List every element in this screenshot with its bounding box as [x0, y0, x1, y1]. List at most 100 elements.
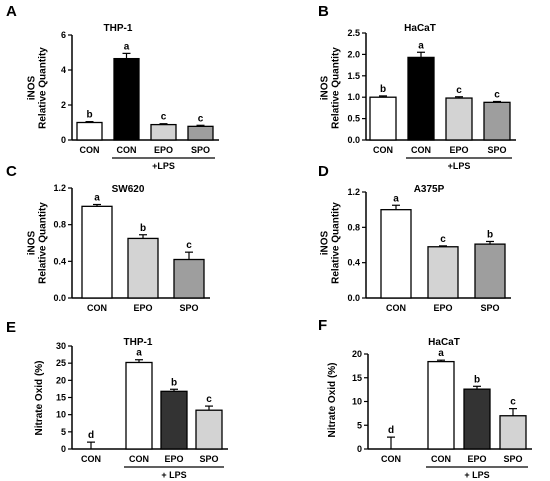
x-tick-label: SPO — [487, 145, 506, 155]
significance-letter: a — [393, 193, 399, 204]
x-tick-label: CON — [87, 303, 107, 313]
y-tick-label: 0.0 — [347, 135, 360, 145]
y-axis-label: iNOS — [320, 75, 331, 100]
chart-title: THP-1 — [104, 23, 133, 34]
x-tick-label: CON — [431, 454, 451, 464]
chart-title: HaCaT — [428, 337, 460, 348]
y-tick-label: 2 — [61, 100, 66, 110]
y-tick-label: 0 — [357, 444, 362, 454]
x-tick-label: CON — [386, 303, 406, 313]
y-axis-label: iNOS — [320, 230, 331, 255]
y-axis-label: iNOS — [27, 75, 38, 100]
bar — [195, 409, 223, 450]
x-tick-label: CON — [381, 454, 401, 464]
x-tick-label: CON — [81, 454, 101, 464]
x-tick-label: SPO — [480, 303, 499, 313]
chart-title: SW620 — [112, 184, 145, 195]
x-tick-label: EPO — [154, 145, 173, 155]
panel-letter: D — [318, 163, 329, 180]
panel-letter: A — [6, 3, 17, 20]
y-tick-label: 1.2 — [347, 187, 360, 197]
y-tick-label: 0.8 — [53, 220, 66, 230]
x-tick-label: SPO — [503, 454, 522, 464]
significance-letter: a — [136, 348, 142, 359]
y-tick-label: 1.2 — [53, 183, 66, 193]
y-tick-label: 0.0 — [53, 293, 66, 303]
bar — [150, 123, 177, 141]
y-tick-label: 2.5 — [347, 28, 360, 38]
x-tick-label: SPO — [179, 303, 198, 313]
significance-letter: b — [487, 229, 493, 240]
y-axis-label: Nitrate Oxid (%) — [34, 360, 45, 435]
y-tick-label: 5 — [357, 420, 362, 430]
panel-letter: E — [6, 319, 16, 336]
y-axis-label: Nitrate Oxid (%) — [327, 362, 338, 437]
y-tick-label: 0.4 — [347, 258, 360, 268]
y-tick-label: 0 — [61, 135, 66, 145]
significance-letter: b — [380, 84, 386, 95]
significance-letter: a — [418, 40, 424, 51]
x-tick-label: CON — [373, 145, 393, 155]
y-tick-label: 20 — [56, 375, 66, 385]
bar — [499, 415, 527, 450]
group-label: +LPS — [448, 161, 471, 171]
group-label: + LPS — [464, 470, 489, 480]
y-axis-label: Relative Quantity — [331, 47, 342, 129]
x-tick-label: CON — [411, 145, 431, 155]
bar — [127, 237, 159, 299]
bar — [427, 360, 455, 450]
y-tick-label: 10 — [352, 397, 362, 407]
group-label: + LPS — [161, 470, 186, 480]
significance-letter: a — [94, 193, 100, 204]
bar — [427, 246, 459, 299]
group-label: +LPS — [152, 161, 175, 171]
significance-letter: c — [186, 240, 192, 251]
x-tick-label: EPO — [133, 303, 152, 313]
significance-letter: b — [171, 377, 177, 388]
significance-letter: c — [440, 234, 446, 245]
bar — [160, 390, 188, 450]
y-tick-label: 5 — [61, 427, 66, 437]
bar — [474, 243, 506, 299]
bar — [187, 125, 214, 141]
bar — [407, 56, 435, 141]
x-tick-label: SPO — [199, 454, 218, 464]
significance-letter: b — [474, 374, 480, 385]
significance-letter: d — [88, 430, 94, 441]
significance-letter: a — [438, 348, 444, 359]
y-axis-label: Relative Quantity — [38, 47, 49, 129]
y-tick-label: 0.0 — [347, 293, 360, 303]
significance-letter: c — [510, 397, 516, 408]
y-tick-label: 4 — [61, 65, 66, 75]
y-tick-label: 6 — [61, 30, 66, 40]
y-tick-label: 10 — [56, 410, 66, 420]
bar — [81, 205, 113, 299]
bar — [445, 97, 473, 141]
significance-letter: c — [161, 112, 167, 123]
significance-letter: b — [140, 223, 146, 234]
bar — [173, 258, 205, 299]
significance-letter: a — [124, 41, 130, 52]
x-tick-label: EPO — [467, 454, 486, 464]
significance-letter: d — [388, 425, 394, 436]
y-tick-label: 1.5 — [347, 71, 360, 81]
x-tick-label: CON — [117, 145, 137, 155]
y-tick-label: 0.4 — [53, 256, 66, 266]
significance-letter: c — [206, 394, 212, 405]
bar — [483, 101, 511, 141]
y-tick-label: 30 — [56, 341, 66, 351]
y-tick-label: 15 — [56, 393, 66, 403]
x-tick-label: SPO — [191, 145, 210, 155]
bar — [463, 388, 491, 450]
y-tick-label: 2.0 — [347, 49, 360, 59]
panel-letter: F — [318, 317, 327, 334]
x-tick-label: EPO — [449, 145, 468, 155]
y-tick-label: 0.8 — [347, 222, 360, 232]
x-tick-label: EPO — [433, 303, 452, 313]
y-tick-label: 20 — [352, 349, 362, 359]
bar — [369, 96, 397, 141]
significance-letter: c — [494, 89, 500, 100]
bar — [380, 209, 412, 299]
y-tick-label: 1.0 — [347, 92, 360, 102]
